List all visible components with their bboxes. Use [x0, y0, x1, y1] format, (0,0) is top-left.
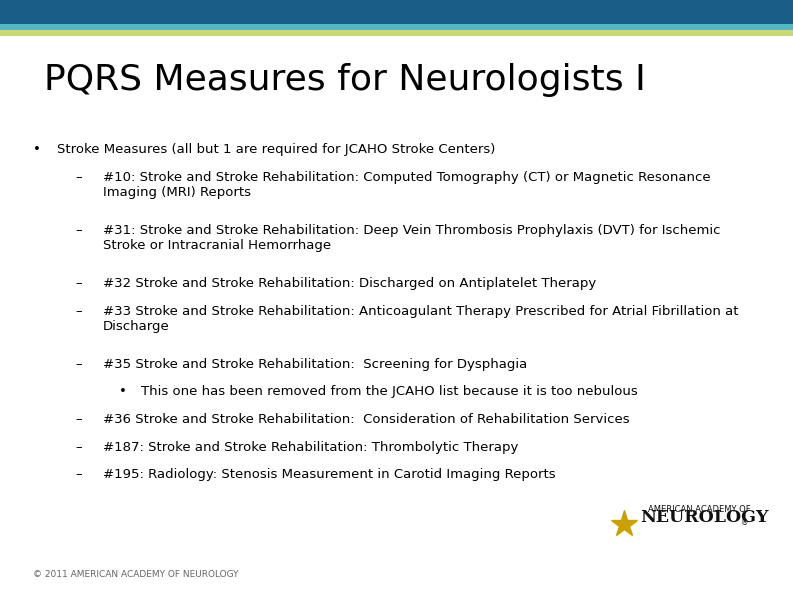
Text: #35 Stroke and Stroke Rehabilitation:  Screening for Dysphagia: #35 Stroke and Stroke Rehabilitation: Sc… — [103, 358, 527, 371]
Text: –: – — [75, 413, 82, 426]
Text: ®: ® — [741, 519, 749, 527]
Text: •: • — [33, 143, 41, 156]
Bar — [0, 30, 793, 36]
Text: •: • — [119, 385, 127, 398]
Text: –: – — [75, 468, 82, 482]
Text: –: – — [75, 440, 82, 454]
Text: –: – — [75, 170, 82, 184]
Text: NEUROLOGY: NEUROLOGY — [640, 509, 768, 526]
Text: –: – — [75, 277, 82, 290]
Text: –: – — [75, 358, 82, 371]
Text: #195: Radiology: Stenosis Measurement in Carotid Imaging Reports: #195: Radiology: Stenosis Measurement in… — [103, 468, 556, 482]
Text: #36 Stroke and Stroke Rehabilitation:  Consideration of Rehabilitation Services: #36 Stroke and Stroke Rehabilitation: Co… — [103, 413, 630, 426]
Text: This one has been removed from the JCAHO list because it is too nebulous: This one has been removed from the JCAHO… — [141, 385, 638, 398]
Text: #31: Stroke and Stroke Rehabilitation: Deep Vein Thrombosis Prophylaxis (DVT) fo: #31: Stroke and Stroke Rehabilitation: D… — [103, 224, 721, 252]
Text: PQRS Measures for Neurologists I: PQRS Measures for Neurologists I — [44, 63, 646, 97]
Text: –: – — [75, 224, 82, 237]
Text: –: – — [75, 305, 82, 318]
Text: #187: Stroke and Stroke Rehabilitation: Thrombolytic Therapy: #187: Stroke and Stroke Rehabilitation: … — [103, 440, 519, 454]
Bar — [0, 24, 793, 30]
Text: #32 Stroke and Stroke Rehabilitation: Discharged on Antiplatelet Therapy: #32 Stroke and Stroke Rehabilitation: Di… — [103, 277, 596, 290]
Text: #10: Stroke and Stroke Rehabilitation: Computed Tomography (CT) or Magnetic Reso: #10: Stroke and Stroke Rehabilitation: C… — [103, 170, 711, 198]
Text: #33 Stroke and Stroke Rehabilitation: Anticoagulant Therapy Prescribed for Atria: #33 Stroke and Stroke Rehabilitation: An… — [103, 305, 738, 333]
Text: Stroke Measures (all but 1 are required for JCAHO Stroke Centers): Stroke Measures (all but 1 are required … — [57, 143, 496, 156]
Text: AMERICAN ACADEMY OF: AMERICAN ACADEMY OF — [648, 505, 750, 514]
Text: © 2011 AMERICAN ACADEMY OF NEUROLOGY: © 2011 AMERICAN ACADEMY OF NEUROLOGY — [33, 570, 239, 579]
Bar — [0, 0, 793, 24]
